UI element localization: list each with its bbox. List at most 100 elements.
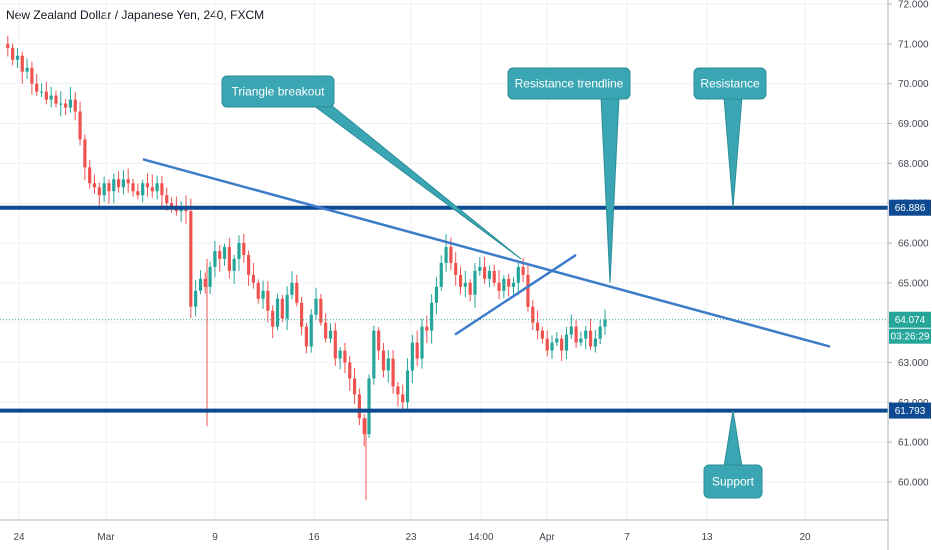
y-tick-label: 66.000 xyxy=(898,239,929,250)
candle-body xyxy=(352,378,357,395)
candle-body xyxy=(396,386,400,395)
candle-body xyxy=(145,183,150,188)
y-tick-label: 68.000 xyxy=(898,159,929,170)
candle-body xyxy=(290,282,294,295)
candle-body xyxy=(285,294,289,319)
candle-body xyxy=(420,326,424,359)
price-label-box xyxy=(889,328,931,344)
callout-box xyxy=(703,464,763,499)
candle-body xyxy=(30,67,34,84)
candle-body xyxy=(574,326,578,343)
candle-body xyxy=(540,330,544,339)
candle-body xyxy=(295,282,299,303)
candle-body xyxy=(526,274,530,307)
candle-body xyxy=(59,103,63,105)
candle-body xyxy=(434,286,439,303)
candle-body xyxy=(425,326,429,331)
candle-body xyxy=(237,243,241,259)
candle-body xyxy=(372,330,376,379)
trendlines xyxy=(142,158,831,348)
candle-body xyxy=(367,378,371,435)
candle-body xyxy=(256,282,260,299)
trendline xyxy=(454,253,577,336)
candle-body xyxy=(444,246,448,263)
candle-body xyxy=(492,270,496,283)
x-tick-label: 16 xyxy=(308,532,320,543)
callout-label: Support xyxy=(712,475,755,489)
candle-body xyxy=(35,83,39,92)
x-tick-label: 23 xyxy=(405,532,417,543)
candle-body xyxy=(468,282,472,295)
candle-body xyxy=(112,179,116,192)
candle-body xyxy=(227,246,231,271)
candle-body xyxy=(64,103,68,108)
candle-body xyxy=(535,322,540,331)
candle-body xyxy=(497,282,501,291)
candle-body xyxy=(401,394,405,403)
candle-body xyxy=(39,91,44,93)
horizontal-levels xyxy=(0,205,888,413)
candle-body xyxy=(333,330,337,359)
price-label-box xyxy=(889,311,931,328)
callout-label: Resistance trendline xyxy=(515,77,624,91)
candle-body xyxy=(545,338,549,351)
candle-body xyxy=(165,195,169,204)
candle-body xyxy=(309,314,313,347)
candle-body xyxy=(213,250,217,267)
price-label-box xyxy=(889,402,931,419)
y-tick-label: 63.000 xyxy=(898,358,929,369)
candle-body xyxy=(362,418,366,435)
candle-body xyxy=(222,246,227,259)
callout-pointer xyxy=(723,410,743,468)
candle-body xyxy=(102,183,106,196)
candle-body xyxy=(68,99,73,108)
candle-body xyxy=(266,290,270,311)
price-label-box xyxy=(889,199,931,216)
x-tick-label: 20 xyxy=(799,532,811,543)
callout-box xyxy=(507,67,631,100)
candle-body xyxy=(521,266,525,275)
candle-body xyxy=(25,67,29,72)
candle-body xyxy=(507,278,511,287)
candle-body xyxy=(377,330,381,351)
x-tick-label: 7 xyxy=(624,532,630,543)
callout-label: Resistance xyxy=(700,77,760,91)
candle-body xyxy=(338,350,342,359)
candle-body xyxy=(415,342,419,359)
x-tick-label: 24 xyxy=(13,532,25,543)
candle-body xyxy=(92,183,97,188)
candle-body xyxy=(198,278,203,291)
candle-body xyxy=(593,338,597,347)
candle-body xyxy=(555,338,559,343)
candle-body xyxy=(49,95,53,100)
y-tick-label: 65.000 xyxy=(898,278,929,289)
price-axis[interactable]: 72.00071.00070.00069.00068.00067.00066.0… xyxy=(887,0,929,550)
candle-body xyxy=(463,282,467,287)
candle-body xyxy=(410,342,414,371)
candle-body xyxy=(516,266,520,283)
annotation-callouts: Triangle breakout Resistance trendline Res… xyxy=(221,67,767,499)
callout-box xyxy=(693,67,767,100)
y-tick-label: 60.000 xyxy=(898,478,929,489)
price-labels: 66.886 64.074 03:26:29 61.793 xyxy=(889,199,931,419)
callout-box xyxy=(221,75,335,108)
callout-pointer xyxy=(723,96,743,208)
candle-body xyxy=(169,203,174,208)
candle-body xyxy=(155,183,159,192)
candle-body xyxy=(569,326,573,335)
candle-body xyxy=(449,246,453,263)
candle-body xyxy=(136,191,140,196)
candle-body xyxy=(487,270,492,279)
candle-body xyxy=(116,179,121,188)
candle-body xyxy=(348,362,352,379)
candle-body xyxy=(430,302,434,331)
candle-body xyxy=(189,211,193,307)
candle-body xyxy=(271,310,275,327)
time-axis[interactable]: 24 Mar 9 16 23 14:00 Apr 7 13 20 xyxy=(0,519,888,543)
candle-body xyxy=(299,302,304,327)
candle-body xyxy=(560,338,564,351)
candle-body xyxy=(6,43,10,48)
candle-body xyxy=(598,326,602,339)
candle-body xyxy=(588,330,593,347)
